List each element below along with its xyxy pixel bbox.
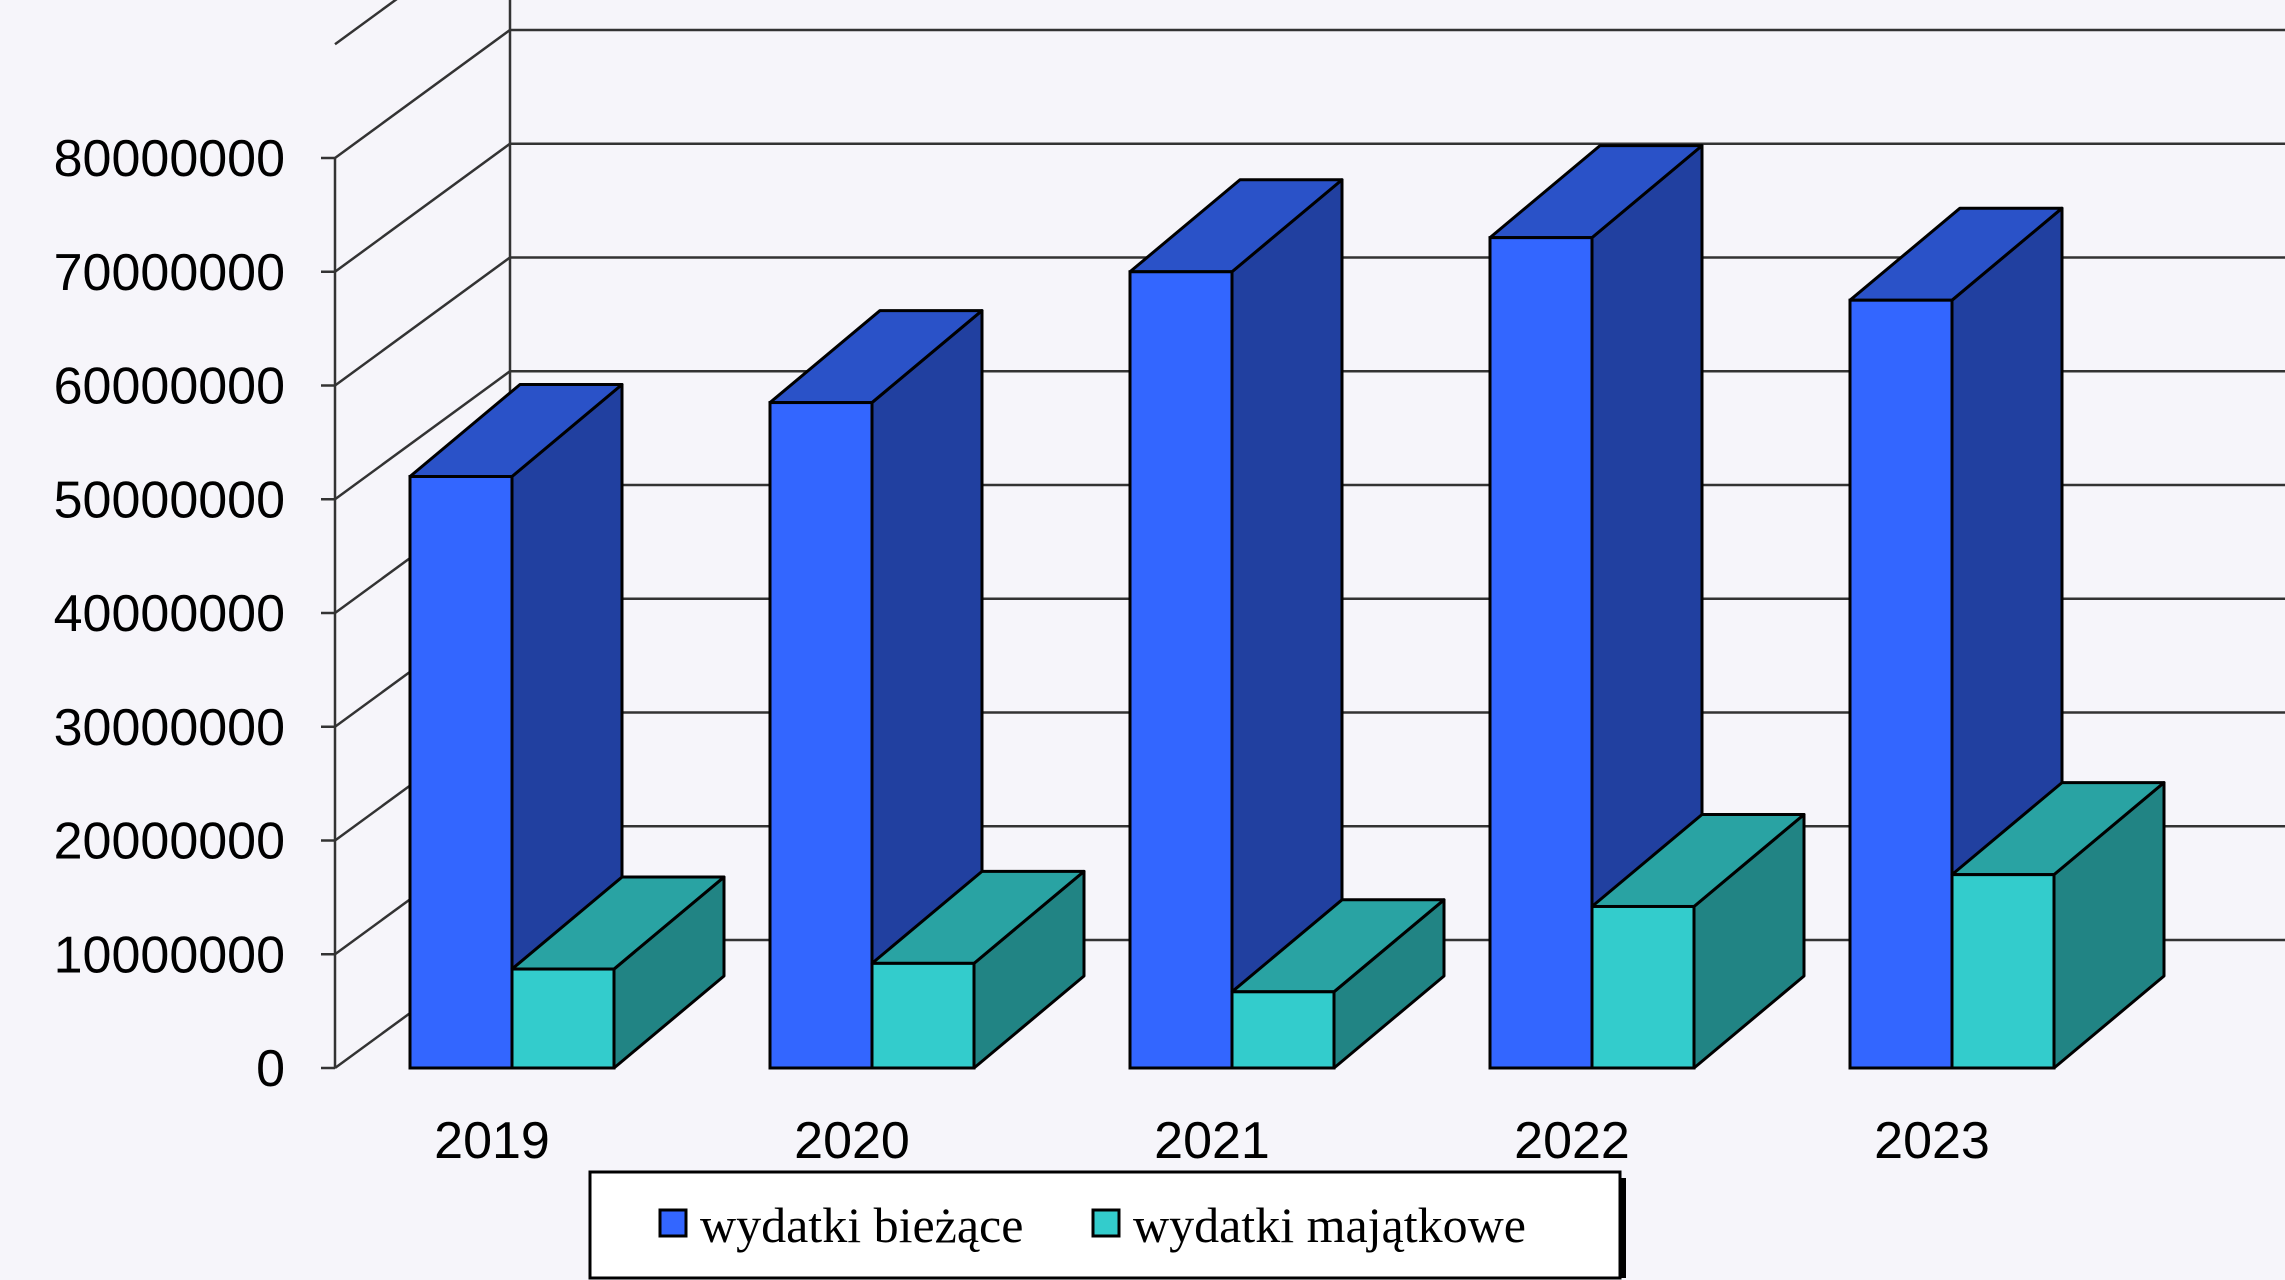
legend: wydatki bieżące wydatki majątkowe bbox=[588, 1170, 1626, 1280]
bar-series1-2021-front bbox=[1128, 270, 1234, 1070]
legend-label-series-1: wydatki bieżące bbox=[700, 1197, 1023, 1253]
bar-series1-2020 bbox=[768, 309, 984, 1070]
y-tick-label: 40000000 bbox=[54, 585, 285, 643]
bar-series2-2023-front bbox=[1950, 873, 2056, 1070]
y-tick-label: 60000000 bbox=[54, 358, 285, 416]
x-tick-label: 2022 bbox=[1514, 1112, 1630, 1170]
y-tick-label: 30000000 bbox=[54, 699, 285, 757]
bar-series2-2021-front bbox=[1230, 990, 1336, 1070]
x-axis-ticks: 2019 2020 2021 2022 2023 bbox=[434, 1112, 1990, 1170]
y-tick-label: 20000000 bbox=[54, 813, 285, 871]
y-tick-label: 10000000 bbox=[54, 926, 285, 984]
bar-series2-2022-front bbox=[1590, 904, 1696, 1070]
bar-series2-2020 bbox=[870, 869, 1086, 1070]
y-tick-label: 50000000 bbox=[54, 471, 285, 529]
bar-series1-2021 bbox=[1128, 178, 1344, 1070]
legend-swatch-series-2 bbox=[1091, 1208, 1121, 1238]
y-tick-label: 0 bbox=[256, 1040, 285, 1098]
bar-series2-2019-front bbox=[510, 967, 616, 1070]
bar-series1-2019 bbox=[408, 383, 624, 1070]
bar-series2-2023 bbox=[1950, 781, 2166, 1070]
bar-series1-2019-front bbox=[408, 475, 514, 1070]
x-tick-label: 2019 bbox=[434, 1112, 550, 1170]
x-tick-label: 2020 bbox=[794, 1112, 910, 1170]
bar-series2-2021 bbox=[1230, 898, 1446, 1070]
legend-shadow bbox=[1620, 1178, 1626, 1278]
chart-bars bbox=[408, 144, 2166, 1070]
x-tick-label: 2021 bbox=[1154, 1112, 1270, 1170]
bar-series2-2020-front bbox=[870, 961, 976, 1070]
grid-line-diagonal bbox=[334, 370, 511, 501]
y-axis-ticks: 0 10000000 20000000 30000000 40000000 5000000… bbox=[54, 130, 285, 1098]
bar-series2-2019 bbox=[510, 875, 726, 1070]
bar-series1-2023-front bbox=[1848, 298, 1954, 1070]
y-tick-label: 70000000 bbox=[54, 244, 285, 302]
bar-series1-2022 bbox=[1488, 144, 1704, 1070]
grid-line-diagonal bbox=[334, 0, 398, 46]
legend-label-series-2: wydatki majątkowe bbox=[1133, 1197, 1526, 1253]
legend-swatch-series-1 bbox=[658, 1208, 688, 1238]
grid-line-diagonal bbox=[334, 28, 511, 160]
x-tick-label: 2023 bbox=[1874, 1112, 1990, 1170]
grid-line-diagonal bbox=[334, 256, 511, 387]
grid-line-diagonal bbox=[334, 142, 511, 273]
y-tick-label: 80000000 bbox=[54, 130, 285, 188]
bar-series1-2022-front bbox=[1488, 236, 1594, 1070]
bar-series1-2020-front bbox=[768, 401, 874, 1070]
bar-series2-2022 bbox=[1590, 812, 1806, 1070]
